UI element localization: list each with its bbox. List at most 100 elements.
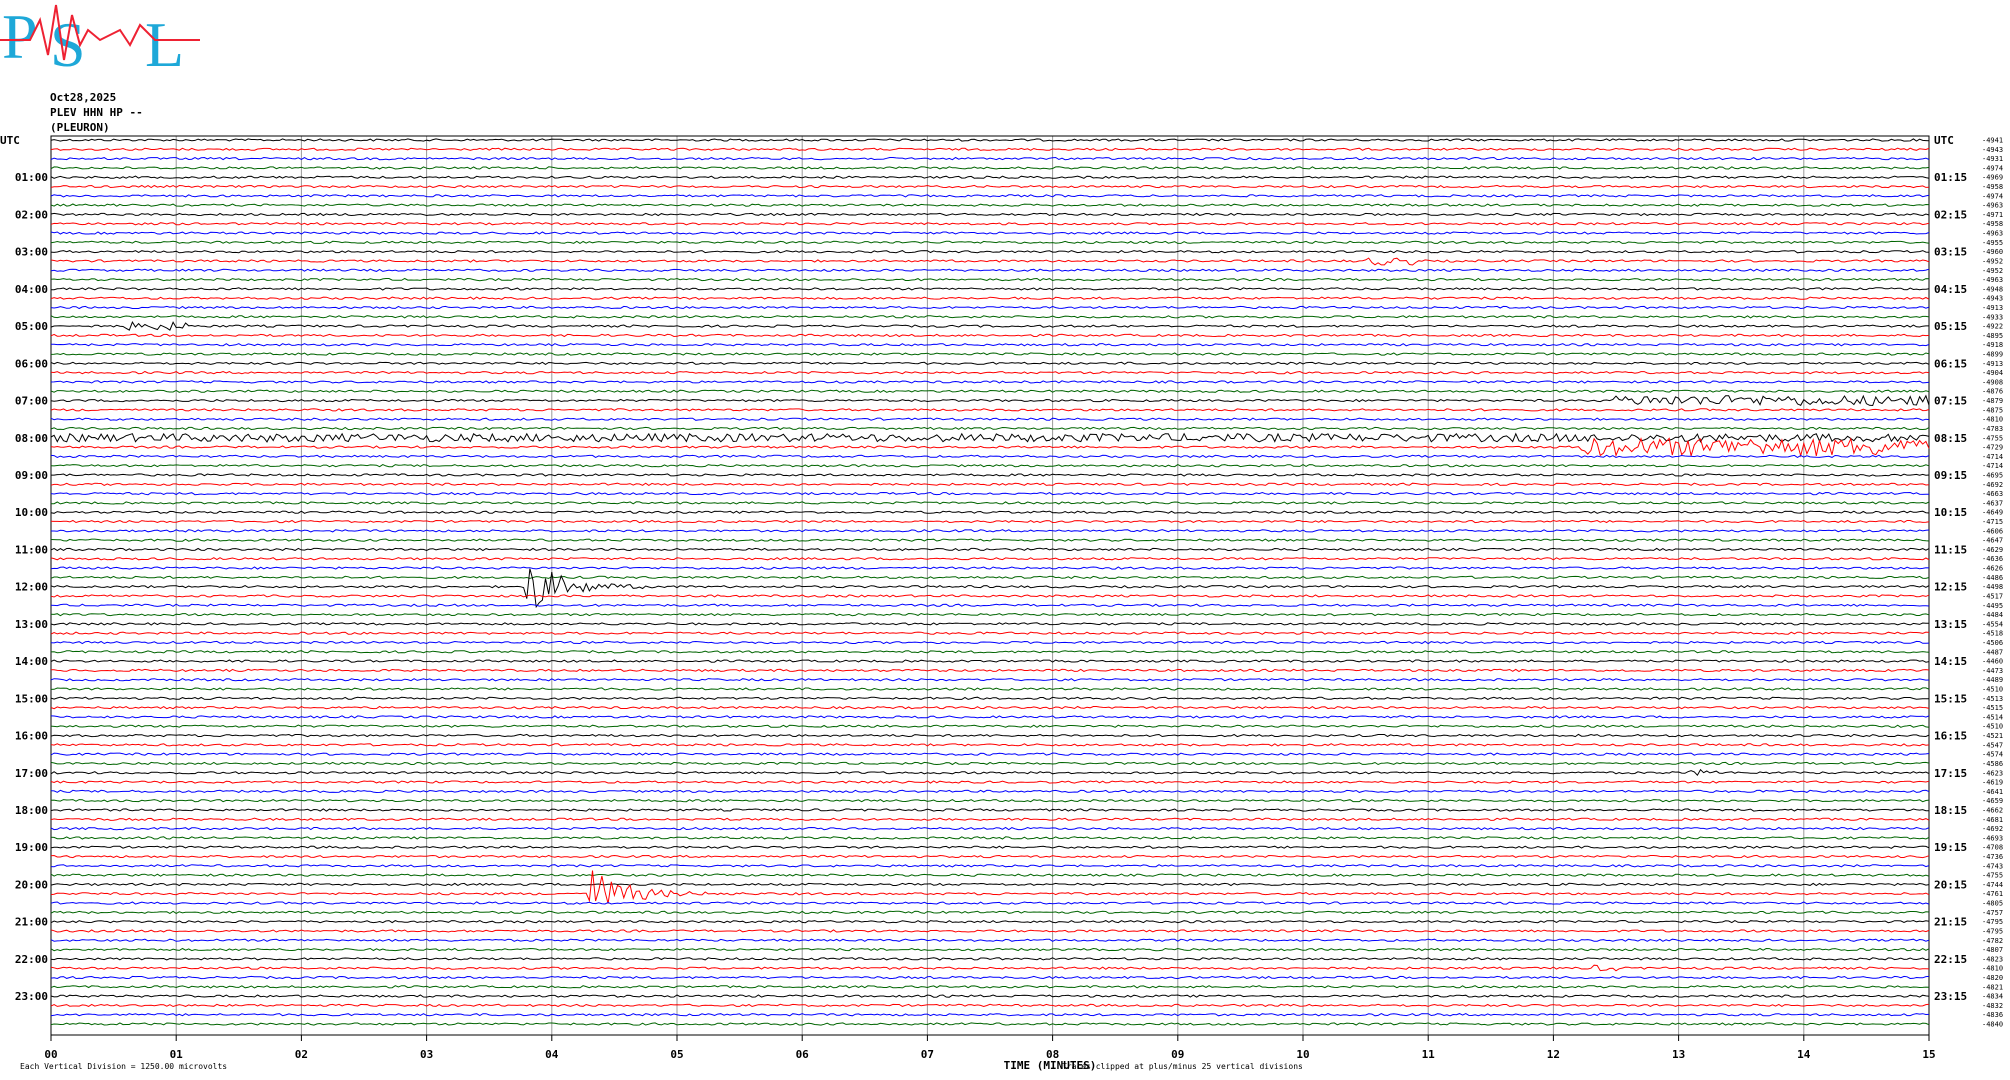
right-time-label: 06:15 bbox=[1934, 357, 1967, 370]
trace-offset: -4586 bbox=[1982, 760, 2003, 768]
trace-offset: -4941 bbox=[1982, 137, 2003, 145]
trace-offset: -4974 bbox=[1982, 164, 2003, 172]
trace bbox=[50, 320, 1929, 331]
trace bbox=[50, 975, 1930, 980]
trace-offset: -4619 bbox=[1982, 779, 2003, 787]
x-tick-label: 11 bbox=[1422, 1048, 1436, 1061]
x-tick-label: 06 bbox=[796, 1048, 810, 1061]
trace-offset: -4782 bbox=[1982, 937, 2003, 945]
trace-offset: -4554 bbox=[1982, 620, 2003, 628]
trace bbox=[50, 1013, 1930, 1017]
trace bbox=[50, 743, 1930, 747]
trace-offset: -4755 bbox=[1982, 872, 2003, 880]
trace bbox=[50, 826, 1930, 831]
trace bbox=[50, 594, 1930, 598]
trace-offset: -4931 bbox=[1982, 155, 2003, 163]
trace-offset: -4521 bbox=[1982, 732, 2003, 740]
right-time-label: 04:15 bbox=[1934, 283, 1967, 296]
trace bbox=[50, 394, 1930, 407]
trace bbox=[50, 808, 1929, 812]
trace-offset: -4810 bbox=[1982, 965, 2003, 973]
left-time-label: 04:00 bbox=[15, 283, 48, 296]
trace-offset: -4834 bbox=[1982, 993, 2003, 1001]
x-tick-label: 02 bbox=[295, 1048, 308, 1061]
trace-offset: -4836 bbox=[1982, 1011, 2003, 1019]
x-tick-label: 04 bbox=[545, 1048, 559, 1061]
right-time-label: 12:15 bbox=[1934, 581, 1967, 594]
trace bbox=[50, 864, 1930, 868]
trace bbox=[50, 166, 1930, 170]
clip-note: Traces clipped at plus/minus 25 vertical… bbox=[1062, 1062, 1303, 1071]
trace bbox=[50, 491, 1929, 496]
left-time-label: 06:00 bbox=[15, 357, 48, 370]
right-time-label: 23:15 bbox=[1934, 990, 1967, 1003]
right-time-label: 05:15 bbox=[1934, 320, 1967, 333]
logo-letter: L bbox=[145, 9, 184, 80]
trace-offset: -4963 bbox=[1982, 202, 2003, 210]
trace bbox=[50, 203, 1930, 207]
plot-frame bbox=[50, 135, 1930, 1036]
right-time-label: 17:15 bbox=[1934, 767, 1967, 780]
trace bbox=[50, 437, 1930, 458]
right-time-label: 02:15 bbox=[1934, 208, 1967, 221]
trace bbox=[50, 352, 1930, 356]
trace bbox=[50, 566, 1930, 570]
trace bbox=[50, 882, 1930, 887]
trace-offset: -4629 bbox=[1982, 546, 2003, 554]
trace-offset: -4875 bbox=[1982, 406, 2003, 414]
trace bbox=[50, 547, 1930, 552]
right-time-label: 14:15 bbox=[1934, 655, 1967, 668]
trace-offset: -4840 bbox=[1982, 1021, 2003, 1029]
trace-offset: -4963 bbox=[1982, 230, 2003, 238]
trace bbox=[50, 268, 1930, 272]
trace bbox=[51, 529, 1930, 533]
right-time-label: 13:15 bbox=[1934, 618, 1967, 631]
logo: P S L bbox=[0, 1, 200, 80]
trace-offset: -4969 bbox=[1982, 174, 2003, 182]
left-time-label: 16:00 bbox=[15, 730, 48, 743]
trace-offset: -4547 bbox=[1982, 741, 2003, 749]
trace bbox=[50, 957, 1930, 961]
trace-offset: -4641 bbox=[1982, 788, 2003, 796]
right-time-label: 22:15 bbox=[1934, 953, 1967, 966]
trace-offset: -4510 bbox=[1982, 723, 2003, 731]
trace-offset: -4489 bbox=[1982, 676, 2003, 684]
trace-offset: -4510 bbox=[1982, 686, 2003, 694]
trace bbox=[50, 929, 1930, 933]
left-time-label: 17:00 bbox=[15, 767, 48, 780]
trace-offset: -4736 bbox=[1982, 853, 2003, 861]
trace-offset: -4820 bbox=[1982, 974, 2003, 982]
trace bbox=[50, 538, 1930, 542]
left-time-label: 12:00 bbox=[15, 581, 48, 594]
trace-offset: -4913 bbox=[1982, 360, 2003, 368]
trace-offset: -4729 bbox=[1982, 444, 2003, 452]
right-time-label: 10:15 bbox=[1934, 506, 1967, 519]
right-time-label: 01:15 bbox=[1934, 171, 1967, 184]
trace-offset: -4714 bbox=[1982, 462, 2003, 470]
left-time-label: 11:00 bbox=[15, 543, 48, 556]
trace-offset: -4952 bbox=[1982, 257, 2003, 265]
trace-offset: -4486 bbox=[1982, 574, 2003, 582]
trace-offset: -4574 bbox=[1982, 751, 2003, 759]
trace-offset: -4473 bbox=[1982, 667, 2003, 675]
left-time-label: 03:00 bbox=[15, 246, 48, 259]
trace bbox=[50, 568, 1930, 609]
trace-offset: -4513 bbox=[1982, 695, 2003, 703]
right-time-label: 19:15 bbox=[1934, 841, 1967, 854]
trace-offset: -4933 bbox=[1982, 313, 2003, 321]
x-axis-label: TIME (MINUTES) bbox=[1004, 1059, 1097, 1072]
trace bbox=[50, 147, 1930, 151]
trace-offset: -4783 bbox=[1982, 425, 2003, 433]
trace bbox=[50, 870, 1930, 904]
trace-offset: -4487 bbox=[1982, 648, 2003, 656]
trace bbox=[50, 454, 1930, 459]
left-time-label: 22:00 bbox=[15, 953, 48, 966]
left-time-label: UTC bbox=[0, 134, 20, 147]
scale-note: Each Vertical Division = 1250.00 microvo… bbox=[20, 1062, 227, 1071]
trace bbox=[50, 678, 1930, 682]
trace-offset: -4823 bbox=[1982, 955, 2003, 963]
trace bbox=[50, 287, 1930, 291]
left-time-label: 01:00 bbox=[15, 171, 48, 184]
trace-offset: -4821 bbox=[1982, 983, 2003, 991]
left-time-label: 15:00 bbox=[15, 692, 48, 705]
